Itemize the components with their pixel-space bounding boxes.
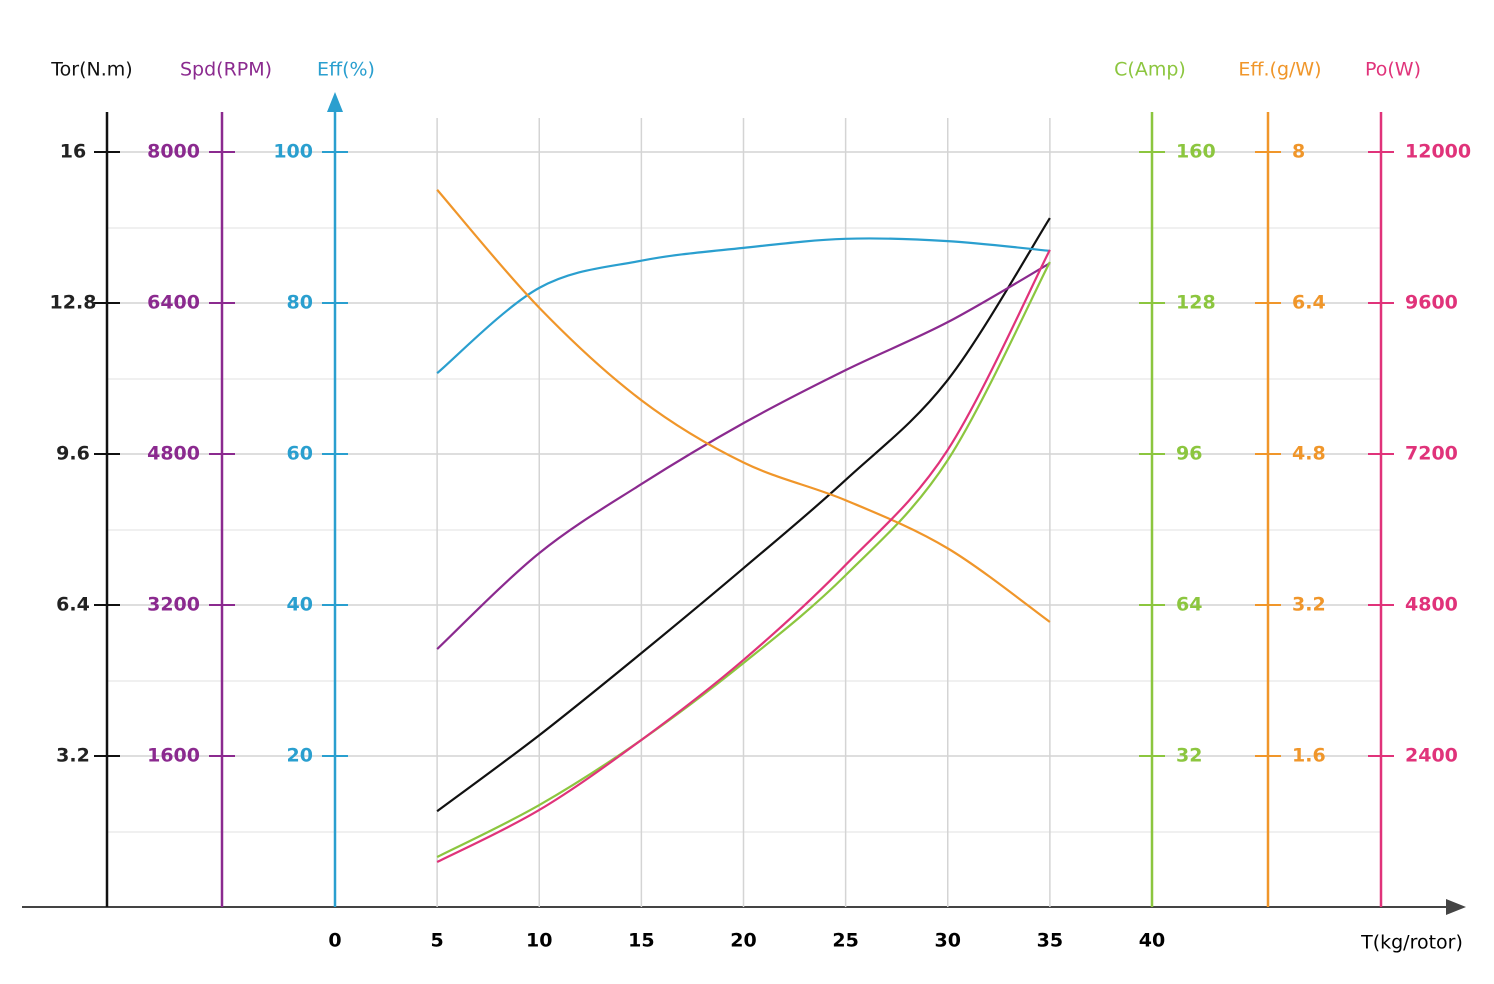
- y-tick-label: 6.4: [1292, 292, 1326, 314]
- y-axis-title: C(Amp): [1114, 59, 1186, 81]
- y-tick-label: 8: [1292, 141, 1305, 163]
- y-tick-label: 12000: [1405, 141, 1471, 163]
- x-tick-label: 20: [730, 930, 756, 952]
- y-tick-label: 9600: [1405, 292, 1458, 314]
- y-tick-label: 4800: [147, 443, 200, 465]
- y-axis-title: Eff(%): [317, 59, 375, 81]
- y-tick-label: 1.6: [1292, 745, 1326, 767]
- x-axis-arrow: [1446, 899, 1466, 915]
- y-axis-arrow: [327, 92, 343, 112]
- y-tick-label: 96: [1176, 443, 1202, 465]
- y-tick-label: 4.8: [1292, 443, 1326, 465]
- x-tick-label: 25: [832, 930, 858, 952]
- x-axis-label: T(kg/rotor): [1360, 932, 1463, 954]
- data-line: [436, 189, 1051, 623]
- y-tick-label: 12.8: [50, 292, 97, 314]
- y-tick-label: 3.2: [1292, 594, 1326, 616]
- y-tick-label: 100: [273, 141, 313, 163]
- y-tick-label: 60: [287, 443, 313, 465]
- y-tick-label: 6.4: [56, 594, 90, 616]
- data-line: [436, 249, 1051, 863]
- y-tick-label: 16: [60, 141, 86, 163]
- x-tick-label: 0: [328, 930, 341, 952]
- y-axis-title: Tor(N.m): [50, 59, 132, 81]
- y-tick-label: 40: [287, 594, 313, 616]
- y-tick-label: 1600: [147, 745, 200, 767]
- data-line: [436, 262, 1051, 650]
- y-tick-label: 128: [1176, 292, 1216, 314]
- y-tick-label: 7200: [1405, 443, 1458, 465]
- y-axis-title: Po(W): [1365, 59, 1421, 81]
- x-tick-label: 40: [1139, 930, 1165, 952]
- y-axis-title: Eff.(g/W): [1238, 59, 1321, 81]
- y-tick-label: 4800: [1405, 594, 1458, 616]
- y-tick-label: 9.6: [56, 443, 90, 465]
- x-tick-label: 35: [1037, 930, 1063, 952]
- data-line: [436, 237, 1050, 375]
- x-tick-label: 15: [628, 930, 654, 952]
- y-tick-label: 80: [287, 292, 313, 314]
- y-tick-label: 32: [1176, 745, 1202, 767]
- x-tick-label: 5: [431, 930, 444, 952]
- y-axis-title: Spd(RPM): [180, 59, 272, 81]
- x-tick-label: 30: [935, 930, 961, 952]
- y-tick-label: 160: [1176, 141, 1216, 163]
- y-tick-label: 6400: [147, 292, 200, 314]
- y-tick-label: 3.2: [56, 745, 90, 767]
- y-tick-label: 20: [287, 745, 313, 767]
- y-tick-label: 8000: [147, 141, 200, 163]
- y-tick-label: 64: [1176, 594, 1202, 616]
- x-tick-label: 10: [526, 930, 552, 952]
- y-tick-label: 3200: [147, 594, 200, 616]
- data-line: [436, 217, 1051, 813]
- data-line: [436, 261, 1051, 858]
- y-tick-label: 2400: [1405, 745, 1458, 767]
